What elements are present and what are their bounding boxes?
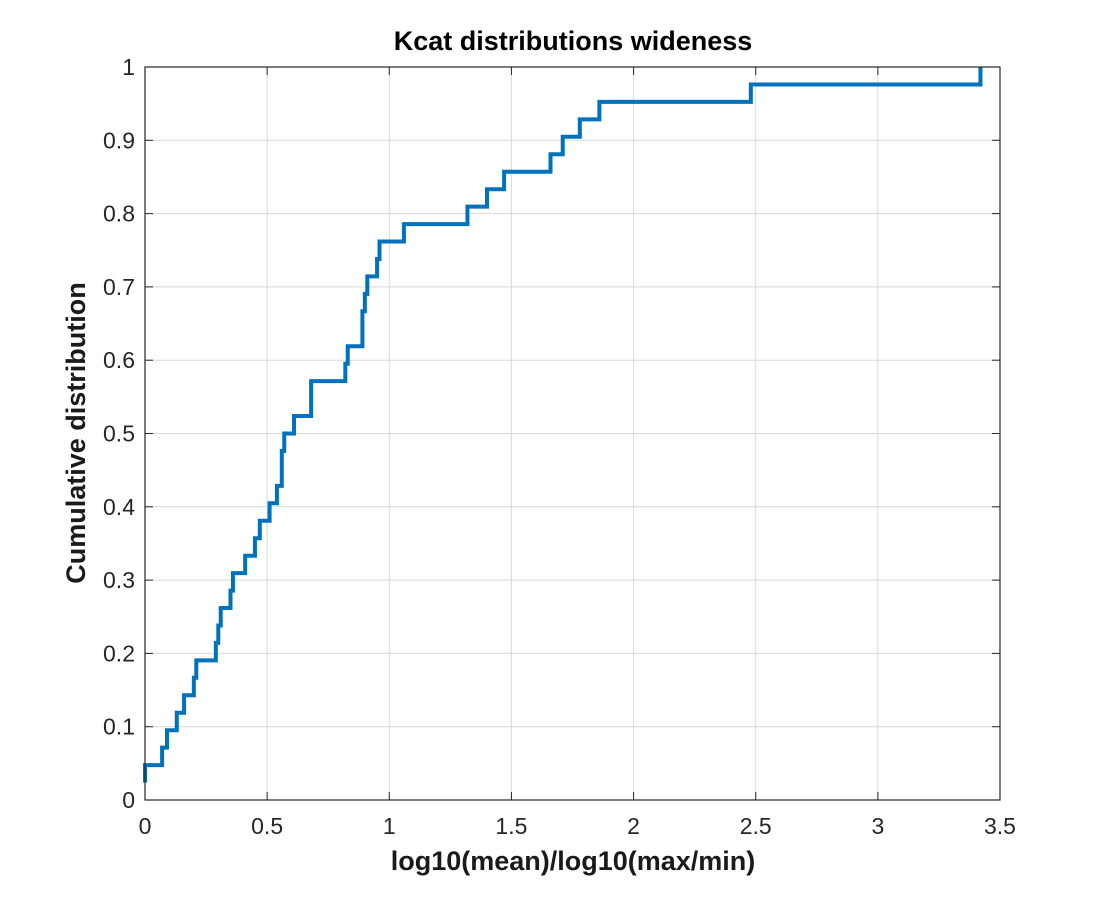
x-tick-label: 2 xyxy=(627,813,640,839)
y-tick-label: 1 xyxy=(122,54,135,80)
chart-title: Kcat distributions wideness xyxy=(394,26,753,56)
x-axis-label: log10(mean)/log10(max/min) xyxy=(391,846,756,876)
y-tick-label: 0.4 xyxy=(103,494,135,520)
y-tick-label: 0 xyxy=(122,787,135,813)
y-tick-label: 0.3 xyxy=(103,567,135,593)
cdf-step-line xyxy=(143,67,983,783)
x-tick-label: 3.5 xyxy=(984,813,1016,839)
x-tick-label: 3 xyxy=(871,813,884,839)
y-tick-label: 0.7 xyxy=(103,274,135,300)
plot-series xyxy=(143,67,983,783)
x-tick-label: 0 xyxy=(139,813,152,839)
y-tick-label: 0.8 xyxy=(103,201,135,227)
y-tick-label: 0.6 xyxy=(103,347,135,373)
x-tick-label: 2.5 xyxy=(740,813,772,839)
y-tick-label: 0.2 xyxy=(103,640,135,666)
grid xyxy=(144,66,1001,801)
x-tick-label: 0.5 xyxy=(251,813,283,839)
y-axis-label: Cumulative distribution xyxy=(61,282,91,584)
ticks: 0 0.5 1 1.5 2 2.5 3 3.5 0 0.1 0.2 0.3 0.4 0.5 0.6 0.7 0.… xyxy=(103,54,1016,839)
y-tick-label: 0.1 xyxy=(103,714,135,740)
x-tick-label: 1 xyxy=(383,813,396,839)
x-tick-label: 1.5 xyxy=(495,813,527,839)
y-tick-label: 0.5 xyxy=(103,421,135,447)
y-tick-label: 0.9 xyxy=(103,127,135,153)
